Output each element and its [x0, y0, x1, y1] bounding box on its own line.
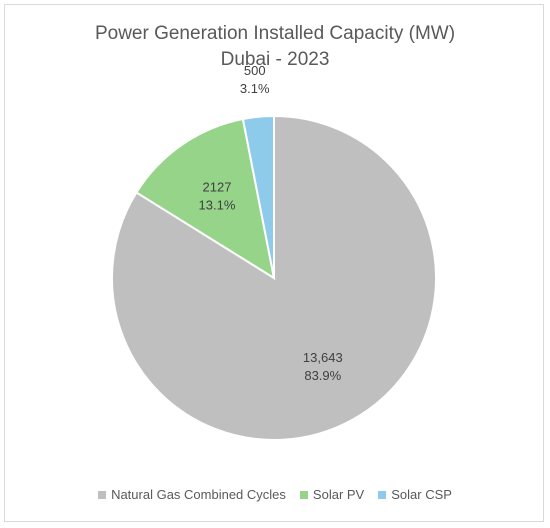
legend-swatch-solar-csp [378, 490, 387, 499]
data-label-value-solar-pv: 2127 [203, 179, 232, 194]
data-label-value-solar-csp: 500 [244, 63, 266, 78]
pie-slice-solar-csp [241, 114, 275, 279]
data-label-value-natural-gas: 13,643 [303, 350, 343, 365]
legend-swatch-natural-gas [98, 490, 107, 499]
legend-label-solar-pv: Solar PV [312, 487, 365, 502]
data-label-percent-solar-pv: 13.1% [199, 197, 236, 212]
legend-label-solar-csp: Solar CSP [391, 487, 452, 502]
chart-title: Power Generation Installed Capacity (MW) [94, 23, 456, 44]
legend-swatch-solar-pv [299, 490, 308, 499]
data-label-percent-natural-gas: 83.9% [304, 368, 341, 383]
legend: Natural Gas Combined Cycles Solar PV Sol… [0, 487, 550, 502]
pie-slice-solar-pv [135, 117, 276, 281]
legend-label-natural-gas: Natural Gas Combined Cycles [111, 487, 286, 502]
legend-item-solar-csp: Solar CSP [378, 487, 452, 502]
chart-subtitle: Dubai - 2023 [220, 49, 330, 70]
legend-item-natural-gas: Natural Gas Combined Cycles [98, 487, 286, 502]
data-label-percent-solar-csp: 3.1% [240, 81, 270, 96]
legend-item-solar-pv: Solar PV [299, 487, 365, 502]
